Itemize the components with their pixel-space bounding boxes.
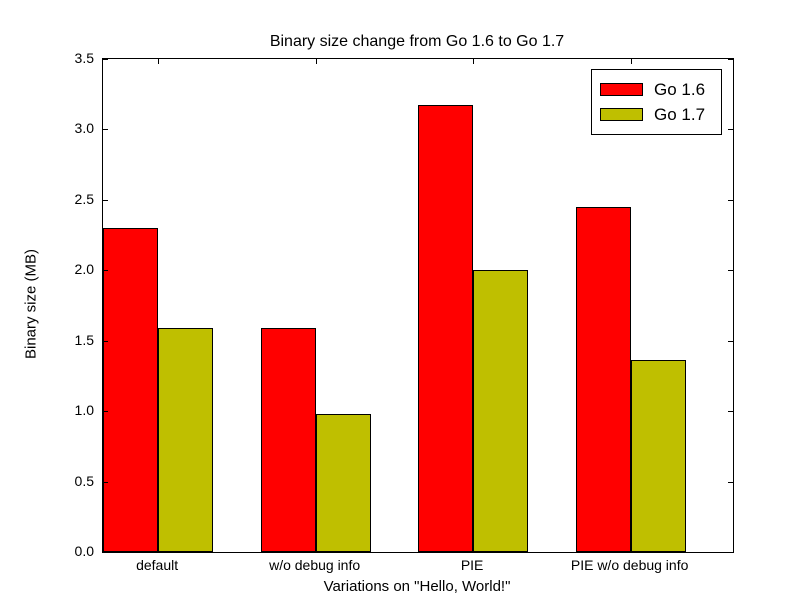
x-tick-mark [315, 59, 317, 64]
y-tick-mark [103, 59, 108, 60]
y-tick-label-3-5: 3.5 [74, 50, 94, 66]
x-tick-mark [315, 547, 317, 552]
legend-swatch-go16 [600, 83, 643, 96]
x-tick-mark [630, 59, 632, 64]
y-tick-label-0-5: 0.5 [74, 472, 94, 489]
y-tick-mark [728, 340, 733, 342]
bar-go-1-6-pie-w-o-debug-info [575, 206, 631, 552]
y-tick-label-2-5: 2.5 [74, 190, 94, 207]
y-tick-label-3-0: 3.0 [74, 120, 94, 137]
bar-go-1-6-w-o-debug-info [260, 328, 316, 552]
y-tick-mark [728, 59, 733, 60]
y-tick-mark [728, 129, 733, 131]
bar-go-1-6-pie [418, 105, 474, 552]
x-tick-label-pie-w-o-debug-info: PIE w/o debug info [570, 557, 689, 573]
y-tick-mark [103, 199, 108, 201]
legend-label-go16: Go 1.6 [654, 80, 706, 99]
y-tick-mark [728, 552, 733, 553]
y-tick-mark [728, 199, 733, 201]
x-tick-mark [630, 547, 632, 552]
bar-go-1-7-default [158, 328, 214, 552]
y-tick-mark [103, 340, 108, 342]
legend-item-go16: Go 1.6 [600, 81, 713, 98]
bar-go-1-7-w-o-debug-info [315, 413, 371, 552]
y-tick-mark [103, 270, 108, 272]
y-tick-mark [103, 481, 108, 483]
bar-go-1-7-pie [473, 270, 529, 552]
plot-area [102, 58, 734, 553]
x-tick-mark [158, 547, 160, 552]
y-tick-label-2-0: 2.0 [74, 261, 94, 278]
y-tick-label-1-5: 1.5 [74, 331, 94, 348]
y-tick-mark [103, 129, 108, 131]
y-tick-label-1-0: 1.0 [74, 402, 94, 419]
chart-title: Binary size change from Go 1.6 to Go 1.7 [269, 33, 565, 50]
legend-item-go17: Go 1.7 [600, 106, 713, 123]
x-tick-mark [473, 59, 475, 64]
x-axis-label: Variations on "Hello, World!" [323, 578, 511, 595]
legend-label-go17: Go 1.7 [654, 105, 706, 124]
y-axis-label: Binary size (MB) [22, 248, 40, 360]
x-tick-mark [158, 59, 160, 64]
y-tick-mark [728, 481, 733, 483]
y-tick-mark [103, 552, 108, 553]
legend-swatch-go17 [600, 108, 643, 121]
legend: Go 1.6 Go 1.7 [591, 69, 722, 135]
x-tick-label-pie: PIE [460, 557, 484, 573]
y-tick-mark [728, 411, 733, 413]
bar-go-1-6-default [103, 228, 159, 552]
x-tick-label-default: default [136, 557, 179, 573]
y-tick-mark [103, 411, 108, 413]
x-tick-label-w-o-debug-info: w/o debug info [269, 557, 361, 573]
bar-go-1-7-pie-w-o-debug-info [630, 360, 686, 552]
y-tick-mark [728, 270, 733, 272]
x-tick-mark [473, 547, 475, 552]
y-tick-label-0-0: 0.0 [74, 543, 94, 559]
